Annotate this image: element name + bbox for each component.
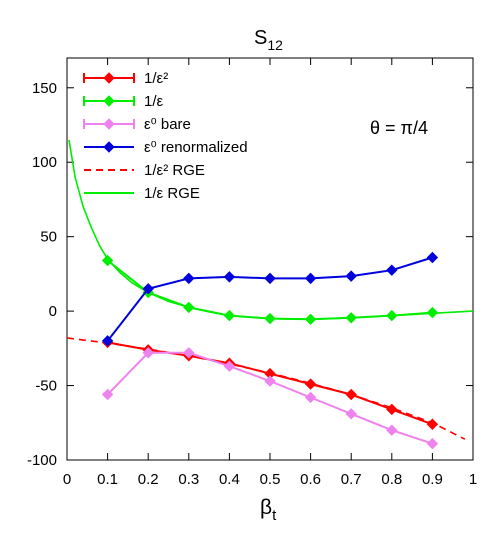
data-point xyxy=(345,408,357,420)
series-1 xyxy=(101,254,439,326)
data-point xyxy=(304,272,317,285)
data-point xyxy=(386,403,398,416)
legend-label: ε⁰ bare xyxy=(144,116,191,133)
series-line xyxy=(68,139,474,321)
legend-label: 1/ε xyxy=(144,93,164,110)
x-tick-label: 1 xyxy=(469,471,477,488)
data-point xyxy=(386,309,398,322)
y-tick-label: 150 xyxy=(32,80,57,97)
legend-entry: ε⁰ bare xyxy=(83,116,191,133)
data-point xyxy=(345,270,357,282)
legend-entry: 1/ε RGE xyxy=(84,185,200,202)
data-point xyxy=(223,309,236,322)
data-point xyxy=(101,388,114,401)
data-point xyxy=(264,312,276,325)
y-axis-ticks: -100 -50 0 50 100 150 xyxy=(27,80,473,469)
data-point xyxy=(223,360,236,372)
legend-entry: 1/ε² xyxy=(83,70,168,87)
x-tick-label: 0.6 xyxy=(300,471,321,488)
series-line xyxy=(66,337,466,440)
series-line xyxy=(106,259,433,321)
data-point xyxy=(183,301,195,314)
data-point xyxy=(183,272,195,285)
x-tick-label: 0.1 xyxy=(97,471,118,488)
data-point xyxy=(426,306,439,319)
y-tick-label: 100 xyxy=(32,154,57,171)
series-line xyxy=(106,351,433,445)
legend-entry: 1/ε² RGE xyxy=(84,162,205,179)
x-tick-label: 0.7 xyxy=(341,471,362,488)
x-axis-label-main: β xyxy=(260,496,272,519)
chart-title-main: S xyxy=(254,27,267,49)
legend-label: ε⁰ renormalized xyxy=(144,139,248,156)
data-point xyxy=(304,313,317,326)
data-point xyxy=(426,437,439,450)
data-point xyxy=(101,254,114,267)
chart-title-subscript: 12 xyxy=(267,37,283,53)
data-point xyxy=(223,271,236,283)
y-tick-label: 50 xyxy=(40,229,57,246)
data-point xyxy=(304,391,317,404)
x-tick-label: 0.3 xyxy=(178,471,199,488)
y-tick-label: -50 xyxy=(35,378,57,395)
series-layer xyxy=(66,139,474,450)
data-point xyxy=(386,424,398,436)
x-axis-label-subscript: t xyxy=(272,507,277,524)
series-line xyxy=(106,256,433,342)
y-tick-label: -100 xyxy=(27,452,57,469)
data-point xyxy=(426,251,439,264)
data-point xyxy=(183,347,195,359)
data-point xyxy=(386,264,398,276)
legend-marker xyxy=(103,95,115,107)
x-axis-label: βt xyxy=(260,496,277,524)
legend-entry: 1/ε xyxy=(83,93,164,110)
x-tick-label: 0 xyxy=(63,471,71,488)
data-point xyxy=(345,312,357,324)
x-tick-label: 0.9 xyxy=(422,471,443,488)
y-tick-label: 0 xyxy=(49,303,57,320)
data-point xyxy=(264,375,276,387)
legend-label: 1/ε² xyxy=(144,70,168,87)
series-4 xyxy=(66,337,466,440)
legend-label: 1/ε² RGE xyxy=(144,162,205,179)
legend-entry: ε⁰ renormalized xyxy=(84,139,248,156)
data-point xyxy=(142,347,154,359)
angle-annotation: θ = π/4 xyxy=(370,118,428,138)
series-5 xyxy=(68,139,474,321)
legend: 1/ε² 1/ε ε⁰ bare ε⁰ renormalized 1/ε² RGE 1/ε… xyxy=(83,70,248,202)
x-tick-label: 0.4 xyxy=(219,471,240,488)
x-tick-label: 0.2 xyxy=(138,471,159,488)
x-tick-label: 0.8 xyxy=(381,471,402,488)
x-axis-ticks: 0 0.1 0.2 0.3 0.4 0.5 0.6 0.7 0.8 0.9 1 xyxy=(63,58,477,488)
legend-label: 1/ε RGE xyxy=(144,185,200,202)
legend-marker xyxy=(103,72,115,84)
data-point xyxy=(264,272,276,285)
x-tick-label: 0.5 xyxy=(260,471,281,488)
series-2 xyxy=(101,347,439,450)
data-point xyxy=(142,283,154,295)
chart-title: S12 xyxy=(254,27,283,53)
legend-marker xyxy=(103,118,115,130)
data-point xyxy=(345,388,357,401)
legend-marker xyxy=(103,141,115,153)
data-point xyxy=(426,418,439,430)
data-point xyxy=(304,378,317,390)
data-point xyxy=(101,335,114,347)
series-3 xyxy=(101,251,439,347)
